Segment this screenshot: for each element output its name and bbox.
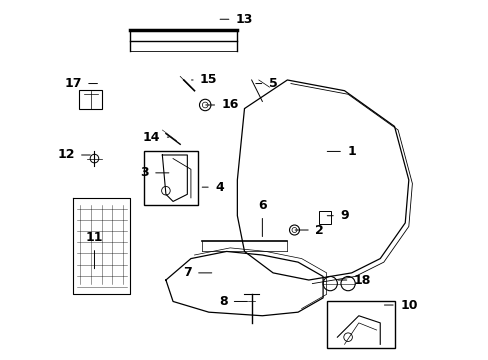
Text: 1: 1 (326, 145, 355, 158)
Text: 16: 16 (205, 99, 239, 112)
Text: 18: 18 (337, 274, 370, 287)
Text: 6: 6 (258, 198, 266, 237)
Bar (326, 301, 394, 348)
Text: 4: 4 (202, 181, 224, 194)
Text: 12: 12 (57, 148, 90, 162)
Text: 3: 3 (140, 166, 168, 179)
Text: 15: 15 (191, 73, 217, 86)
Text: 14: 14 (142, 131, 168, 144)
Text: 17: 17 (64, 77, 97, 90)
Bar (144, 152, 198, 205)
Text: 5: 5 (255, 77, 277, 90)
Text: 13: 13 (220, 13, 253, 26)
Text: 9: 9 (326, 209, 348, 222)
Text: 7: 7 (183, 266, 211, 279)
Text: 2: 2 (294, 224, 323, 237)
Text: 8: 8 (218, 295, 247, 308)
Text: 10: 10 (384, 298, 417, 311)
Text: 11: 11 (85, 231, 103, 269)
